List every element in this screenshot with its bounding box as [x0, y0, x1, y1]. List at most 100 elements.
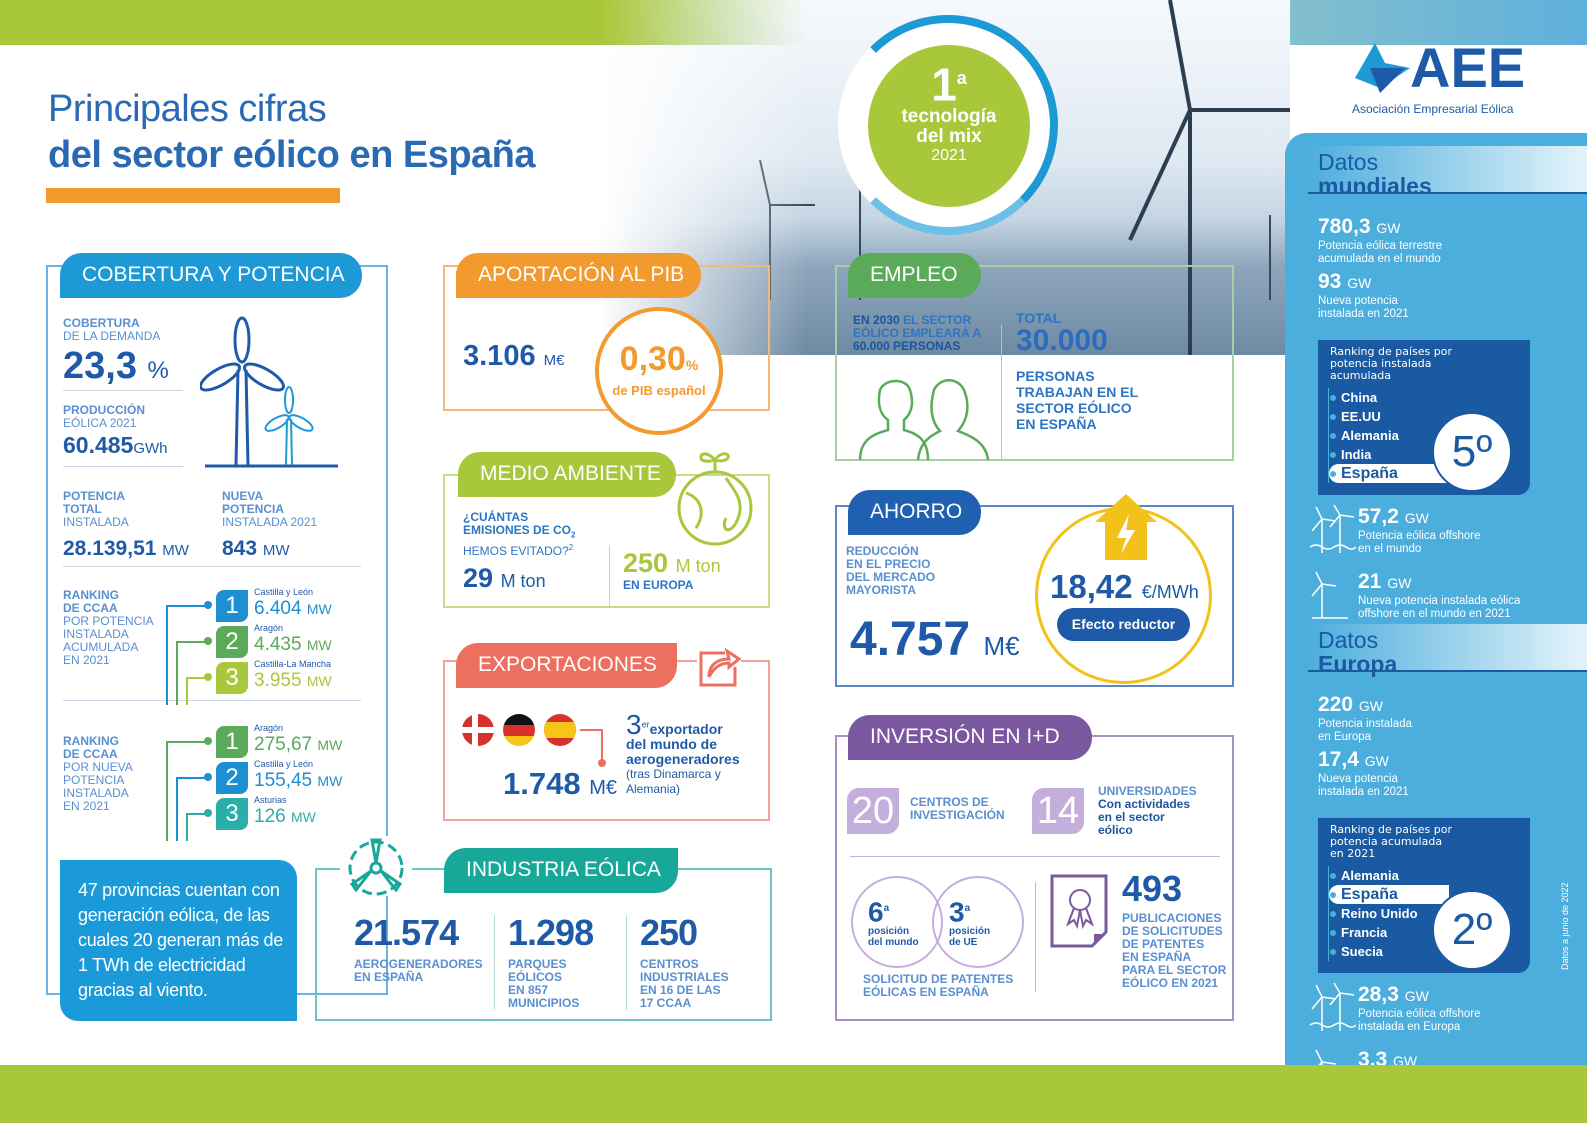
bottom-banner: [0, 1065, 1587, 1123]
industria-value: 250: [640, 912, 698, 953]
medio-title: MEDIO AMBIENTE: [458, 452, 676, 497]
rank-badge: 2: [216, 626, 248, 658]
spain-position-badge: 2º: [1432, 890, 1512, 970]
emissions-europe-label: EN EUROPA: [623, 578, 694, 592]
aee-logo-subtitle: Asociación Empresarial Eólica: [1352, 102, 1514, 116]
inversion-title: INVERSIÓN EN I+D: [848, 715, 1092, 760]
connector-dot: [204, 637, 212, 645]
export-title: EXPORTACIONES: [456, 643, 677, 688]
sidebar-heading-bold: Europa: [1318, 651, 1398, 677]
badge-first-technology: 1a tecnología del mix 2021: [868, 45, 1030, 207]
ahorro-panel: [835, 505, 1234, 687]
divider: [1035, 882, 1036, 992]
germany-flag-icon: [503, 714, 535, 746]
share-export-icon: [697, 645, 741, 689]
cobertura-title: COBERTURA Y POTENCIA: [60, 253, 362, 298]
connector-dot: [204, 809, 212, 817]
badge-line2: del mix: [916, 126, 982, 148]
export-rank-text: 3erexportador del mundo de aerogenerador…: [626, 709, 740, 797]
rank-value: 3.955 MW: [254, 670, 332, 691]
emissions-value: 29 M ton: [463, 563, 546, 593]
sidebar-stat-label: Potencia instalada en Europa: [1318, 718, 1412, 743]
ahorro-label: REDUCCIÓN EN EL PRECIO DEL MERCADO MAYORIST…: [846, 544, 936, 597]
rank-region: Castilla-La Mancha: [254, 659, 332, 669]
country-item: España: [1329, 885, 1449, 904]
country-item: Suecia: [1329, 942, 1530, 961]
sidebar-stat-label: Nueva potencia instalada en 2021: [1318, 295, 1409, 320]
ahorro-value: 4.757 M€: [850, 613, 1020, 666]
ranking-accumulated-label: RANKING DE CCAA POR POTENCIA INSTALADA ACUMU…: [63, 588, 154, 667]
sidebar-stat-value: 780,3 GW: [1318, 215, 1401, 238]
rank-region: Aragón: [254, 723, 284, 733]
industria-label: PARQUES EÓLICOS EN 857 MUNICIPIOS: [508, 957, 580, 1010]
sidebar-stat-label: Nueva potencia instalada en 2021: [1318, 773, 1409, 798]
total-power-value: 28.139,51 MW: [63, 537, 189, 560]
connector-line: [166, 605, 208, 705]
country-item: Francia: [1329, 923, 1530, 942]
industria-label: AEROGENERADORES EN ESPAÑA: [354, 957, 483, 984]
connector-dot: [204, 737, 212, 745]
empleo-panel: [835, 265, 1234, 461]
publications-count: 493: [1122, 868, 1183, 909]
divider: [63, 390, 183, 391]
price-value: 18,42 €/MWh: [1050, 568, 1199, 605]
emissions-europe-value: 250 M ton: [623, 548, 721, 578]
turbine-hub-icon: [340, 836, 412, 896]
offshore-wind-turbines-icon: [1308, 982, 1357, 1037]
sidebar-heading-bold: mundiales: [1318, 173, 1432, 199]
sidebar-header-band: [1308, 624, 1587, 672]
divider: [494, 915, 495, 1010]
sidebar-stat-value: 57,2 GW: [1358, 505, 1429, 528]
rank-badge: 1: [216, 590, 248, 622]
research-centers-count: 20: [847, 788, 899, 834]
connector-dot: [204, 673, 212, 681]
aee-logo-text: AEE: [1410, 36, 1526, 99]
divider: [626, 915, 627, 1010]
eu-position-circle: [932, 876, 1024, 968]
country-item: España: [1329, 464, 1449, 483]
sidebar-stat-value: 93 GW: [1318, 270, 1372, 293]
sidebar-heading: Datos: [1318, 149, 1379, 175]
offshore-wind-turbines-icon: [1308, 504, 1357, 559]
sidebar-header-band: [1308, 146, 1587, 194]
country-ranking-title: Ranking de países por potencia instalada a…: [1330, 345, 1452, 382]
research-centers-label: CENTROS DE INVESTIGACIÓN: [910, 795, 1005, 822]
production-value: 60.485GWh: [63, 432, 168, 458]
country-item: India: [1329, 445, 1530, 464]
industria-title: INDUSTRIA EÓLICA: [444, 848, 678, 893]
wind-turbine-icon: [200, 316, 338, 468]
connector-dot: [204, 773, 212, 781]
connector-line: [580, 729, 606, 767]
pib-percent-label: de PIB español: [612, 383, 706, 398]
sidebar-stat-label: Potencia eólica offshore instalada en Eur…: [1358, 1008, 1481, 1033]
footnote: Datos a junio de 2022: [1560, 882, 1570, 970]
universities-label: UNIVERSIDADES Con actividades en el sector…: [1098, 784, 1197, 837]
title-underline: [46, 188, 340, 203]
spain-flag-icon: [544, 714, 576, 746]
rank-value: 6.404 MW: [254, 598, 332, 619]
pib-value: 3.106 M€: [463, 340, 565, 372]
pib-title: APORTACIÓN AL PIB: [456, 253, 701, 298]
country-item: Reino Unido: [1329, 904, 1530, 923]
industria-value: 21.574: [354, 912, 459, 953]
divider: [63, 700, 361, 701]
divider: [63, 566, 361, 567]
flags-denmark-germany-spain: [462, 714, 576, 746]
divider: [1001, 325, 1002, 460]
country-list: China EE.UU Alemania India España: [1328, 388, 1530, 483]
empleo-forecast: EN 2030 EL SECTOR EÓLICO EMPLEARÁ A 60.000…: [853, 313, 982, 353]
sidebar-stat-label: Nueva potencia instalada eólica offshore …: [1358, 595, 1521, 620]
rank-region: Asturias: [254, 795, 287, 805]
connector-line: [186, 677, 208, 705]
page-title-line2: del sector eólico en España: [48, 134, 536, 176]
pib-percent-circle: 0,30% de PIB español: [595, 307, 723, 435]
rank-value: 4.435 MW: [254, 634, 332, 655]
sidebar-heading: Datos: [1318, 627, 1379, 653]
connector-line: [166, 741, 208, 841]
badge-year: 2021: [931, 147, 967, 165]
industria-value: 1.298: [508, 912, 594, 953]
country-item: China: [1329, 388, 1530, 407]
offshore-wind-turbine-icon: [1308, 570, 1356, 624]
rank-badge: 3: [216, 662, 248, 694]
connector-line: [186, 813, 208, 841]
